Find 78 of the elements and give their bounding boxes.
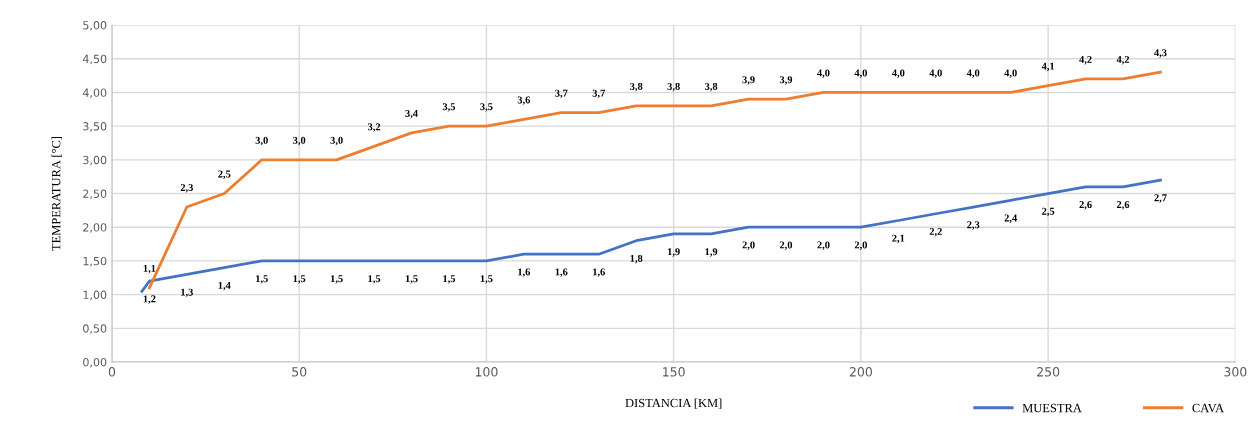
data-label: 4,1 xyxy=(1041,62,1055,72)
y-tick-label: 0,00 xyxy=(83,357,107,368)
data-label: 1,9 xyxy=(667,248,680,257)
data-label: 3,9 xyxy=(779,76,793,85)
y-axis-title: TEMPERATURA [°C] xyxy=(51,136,62,251)
data-label: 3,8 xyxy=(704,82,718,92)
x-tick-label: 250 xyxy=(1037,367,1060,377)
y-tick-label: 5,00 xyxy=(83,21,107,31)
y-tick-label: 2,50 xyxy=(83,189,107,200)
data-label: 3,9 xyxy=(742,76,755,85)
data-label: 3,0 xyxy=(330,136,343,146)
data-label: 2,0 xyxy=(742,241,755,250)
x-tick-label: 50 xyxy=(292,367,307,377)
data-label: 2,7 xyxy=(1154,194,1167,203)
data-label: 3,8 xyxy=(630,82,643,92)
data-label: 4,3 xyxy=(1154,49,1167,58)
data-label: 3,8 xyxy=(667,82,680,92)
y-tick-label: 4,00 xyxy=(82,88,107,98)
data-label: 1,1 xyxy=(143,264,156,274)
data-label: 2,5 xyxy=(218,170,231,180)
y-tick-label: 1,50 xyxy=(83,256,107,267)
data-label: 1,6 xyxy=(518,268,531,277)
x-tick-label: 100 xyxy=(475,367,498,377)
y-tick-label: 4,50 xyxy=(82,54,107,65)
data-label: 2,0 xyxy=(779,241,793,250)
data-label: 2,0 xyxy=(817,241,830,250)
data-label: 2,6 xyxy=(1079,201,1092,210)
data-label: 3,4 xyxy=(405,109,418,119)
legend-label: MUESTRA xyxy=(1022,403,1082,413)
y-tick-label: 0,50 xyxy=(83,324,107,334)
x-tick-label: 200 xyxy=(849,367,872,377)
legend-label: CAVA xyxy=(1192,403,1225,413)
data-label: 3,5 xyxy=(442,103,456,112)
data-label: 4,0 xyxy=(966,69,980,78)
data-label: 2,0 xyxy=(854,241,867,250)
x-tick-label: 0 xyxy=(108,367,116,377)
data-label: 2,1 xyxy=(892,234,905,244)
data-label: 4,0 xyxy=(854,69,867,78)
data-label: 1,5 xyxy=(480,275,493,284)
data-label: 4,0 xyxy=(1004,69,1017,78)
data-label: 1,5 xyxy=(256,275,268,284)
data-label: 1,6 xyxy=(593,268,605,277)
data-label: 1,5 xyxy=(368,275,381,284)
data-label: 4,2 xyxy=(1116,55,1130,65)
data-label: 2,3 xyxy=(180,184,194,193)
y-tick-label: 3,00 xyxy=(83,155,107,166)
data-label: 3,7 xyxy=(592,89,606,99)
x-tick-label: 150 xyxy=(663,367,685,377)
data-label: 1,2 xyxy=(143,295,156,304)
data-label: 1,5 xyxy=(330,275,343,284)
data-label: 3,5 xyxy=(480,103,493,112)
data-label: 2,6 xyxy=(1116,201,1130,210)
data-label: 4,0 xyxy=(817,69,830,78)
data-label: 3,0 xyxy=(255,136,268,146)
data-label: 2,2 xyxy=(929,227,942,237)
data-label: 2,3 xyxy=(967,221,980,230)
data-label: 4,0 xyxy=(929,69,942,78)
x-axis-title: DISTANCIA [KM] xyxy=(625,398,722,409)
data-label: 3,7 xyxy=(555,89,568,99)
data-label: 2,4 xyxy=(1004,214,1017,224)
data-label: 1,8 xyxy=(630,254,643,264)
y-tick-label: 1,00 xyxy=(83,290,107,301)
data-label: 3,0 xyxy=(293,136,306,146)
data-label: 3,6 xyxy=(517,96,531,105)
data-label: 1,5 xyxy=(443,275,456,284)
data-label: 4,2 xyxy=(1079,55,1092,65)
data-label: 2,5 xyxy=(1042,207,1055,217)
data-label: 1,9 xyxy=(705,248,718,257)
data-label: 1,4 xyxy=(218,281,231,291)
data-label: 4,0 xyxy=(891,69,905,78)
data-label: 1,5 xyxy=(293,275,306,284)
data-label: 1,6 xyxy=(555,268,568,277)
data-label: 1,3 xyxy=(181,288,194,298)
data-label: 3,2 xyxy=(367,123,381,132)
x-tick-label: 300 xyxy=(1224,367,1247,377)
y-tick-label: 3,50 xyxy=(83,122,107,132)
data-label: 1,5 xyxy=(405,275,418,284)
y-tick-label: 2,00 xyxy=(83,223,107,233)
